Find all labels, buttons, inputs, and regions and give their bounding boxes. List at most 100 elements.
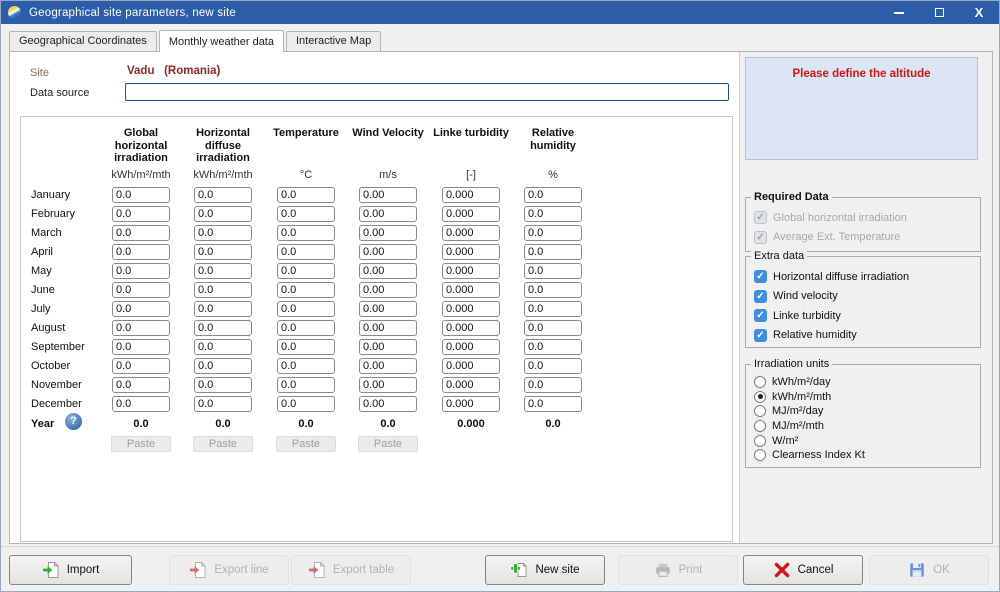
cell-march-relative-humidity[interactable] (524, 225, 582, 241)
cell-september-linke-turbidity[interactable] (442, 339, 500, 355)
cell-august-global-horizontal-irradiation[interactable] (112, 320, 170, 336)
import-button[interactable]: Import (9, 555, 132, 585)
cell-august-horizontal-diffuse-irradiation[interactable] (194, 320, 252, 336)
cell-august-wind-velocity[interactable] (359, 320, 417, 336)
cell-may-wind-velocity[interactable] (359, 263, 417, 279)
cell-september-relative-humidity[interactable] (524, 339, 582, 355)
cell-february-linke-turbidity[interactable] (442, 206, 500, 222)
maximize-button[interactable] (919, 1, 959, 24)
radio-mj-m-day[interactable] (754, 405, 766, 418)
minimize-button[interactable] (879, 1, 919, 24)
help-icon[interactable]: ? (65, 413, 82, 430)
radio-mj-m-mth[interactable] (754, 420, 766, 433)
cell-august-temperature[interactable] (277, 320, 335, 336)
cell-march-temperature[interactable] (277, 225, 335, 241)
cell-july-temperature[interactable] (277, 301, 335, 317)
cell-july-horizontal-diffuse-irradiation[interactable] (194, 301, 252, 317)
cell-january-temperature[interactable] (277, 187, 335, 203)
cell-january-relative-humidity[interactable] (524, 187, 582, 203)
data-source-input[interactable] (125, 83, 729, 101)
cell-june-horizontal-diffuse-irradiation[interactable] (194, 282, 252, 298)
cell-march-horizontal-diffuse-irradiation[interactable] (194, 225, 252, 241)
cell-february-horizontal-diffuse-irradiation[interactable] (194, 206, 252, 222)
export-line-button[interactable]: Export line (169, 555, 289, 585)
cell-may-temperature[interactable] (277, 263, 335, 279)
cell-april-horizontal-diffuse-irradiation[interactable] (194, 244, 252, 260)
cell-july-linke-turbidity[interactable] (442, 301, 500, 317)
cell-november-horizontal-diffuse-irradiation[interactable] (194, 377, 252, 393)
cell-october-relative-humidity[interactable] (524, 358, 582, 374)
ok-button[interactable]: OK (869, 555, 989, 585)
cell-september-temperature[interactable] (277, 339, 335, 355)
cell-november-linke-turbidity[interactable] (442, 377, 500, 393)
cell-august-linke-turbidity[interactable] (442, 320, 500, 336)
cell-june-linke-turbidity[interactable] (442, 282, 500, 298)
cell-september-horizontal-diffuse-irradiation[interactable] (194, 339, 252, 355)
cell-may-global-horizontal-irradiation[interactable] (112, 263, 170, 279)
cell-december-relative-humidity[interactable] (524, 396, 582, 412)
cell-october-global-horizontal-irradiation[interactable] (112, 358, 170, 374)
paste-button-wind-velocity[interactable]: Paste (358, 436, 418, 452)
cell-june-wind-velocity[interactable] (359, 282, 417, 298)
cell-december-linke-turbidity[interactable] (442, 396, 500, 412)
cell-april-wind-velocity[interactable] (359, 244, 417, 260)
checkbox-wind-velocity[interactable]: ✓ (754, 289, 767, 303)
cell-april-linke-turbidity[interactable] (442, 244, 500, 260)
cell-december-horizontal-diffuse-irradiation[interactable] (194, 396, 252, 412)
checkbox-linke-turbidity[interactable]: ✓ (754, 309, 767, 323)
cell-may-relative-humidity[interactable] (524, 263, 582, 279)
tab-geographical-coordinates[interactable]: Geographical Coordinates (9, 31, 157, 51)
cell-november-relative-humidity[interactable] (524, 377, 582, 393)
cell-october-temperature[interactable] (277, 358, 335, 374)
cell-january-horizontal-diffuse-irradiation[interactable] (194, 187, 252, 203)
cell-july-global-horizontal-irradiation[interactable] (112, 301, 170, 317)
cell-april-relative-humidity[interactable] (524, 244, 582, 260)
cell-april-temperature[interactable] (277, 244, 335, 260)
cell-june-relative-humidity[interactable] (524, 282, 582, 298)
cell-september-wind-velocity[interactable] (359, 339, 417, 355)
cell-march-linke-turbidity[interactable] (442, 225, 500, 241)
cell-november-global-horizontal-irradiation[interactable] (112, 377, 170, 393)
cancel-button[interactable]: Cancel (743, 555, 863, 585)
radio-kwh-m-mth[interactable] (754, 390, 766, 403)
radio-w-m[interactable] (754, 434, 766, 447)
checkbox-relative-humidity[interactable]: ✓ (754, 328, 767, 342)
print-button[interactable]: Print (618, 555, 738, 585)
tab-monthly-weather-data[interactable]: Monthly weather data (158, 30, 284, 52)
tab-interactive-map[interactable]: Interactive Map (285, 31, 382, 51)
cell-october-horizontal-diffuse-irradiation[interactable] (194, 358, 252, 374)
cell-march-wind-velocity[interactable] (359, 225, 417, 241)
paste-button-global-horizontal-irradiation[interactable]: Paste (111, 436, 171, 452)
cell-november-wind-velocity[interactable] (359, 377, 417, 393)
radio-kwh-m-day[interactable] (754, 376, 766, 389)
checkbox-horizontal-diffuse-irradiation[interactable]: ✓ (754, 270, 767, 284)
cell-december-temperature[interactable] (277, 396, 335, 412)
cell-january-wind-velocity[interactable] (359, 187, 417, 203)
cell-october-wind-velocity[interactable] (359, 358, 417, 374)
cell-june-temperature[interactable] (277, 282, 335, 298)
cell-february-global-horizontal-irradiation[interactable] (112, 206, 170, 222)
cell-june-global-horizontal-irradiation[interactable] (112, 282, 170, 298)
cell-november-temperature[interactable] (277, 377, 335, 393)
cell-december-global-horizontal-irradiation[interactable] (112, 396, 170, 412)
cell-may-linke-turbidity[interactable] (442, 263, 500, 279)
cell-july-wind-velocity[interactable] (359, 301, 417, 317)
cell-march-global-horizontal-irradiation[interactable] (112, 225, 170, 241)
cell-april-global-horizontal-irradiation[interactable] (112, 244, 170, 260)
cell-january-global-horizontal-irradiation[interactable] (112, 187, 170, 203)
cell-february-wind-velocity[interactable] (359, 206, 417, 222)
cell-september-global-horizontal-irradiation[interactable] (112, 339, 170, 355)
cell-july-relative-humidity[interactable] (524, 301, 582, 317)
paste-button-temperature[interactable]: Paste (276, 436, 336, 452)
cell-february-relative-humidity[interactable] (524, 206, 582, 222)
cell-december-wind-velocity[interactable] (359, 396, 417, 412)
radio-clearness-index-kt[interactable] (754, 449, 766, 462)
paste-button-horizontal-diffuse-irradiation[interactable]: Paste (193, 436, 253, 452)
cell-january-linke-turbidity[interactable] (442, 187, 500, 203)
cell-october-linke-turbidity[interactable] (442, 358, 500, 374)
cell-august-relative-humidity[interactable] (524, 320, 582, 336)
new-site-button[interactable]: New site (485, 555, 605, 585)
close-button[interactable]: X (959, 1, 999, 24)
cell-may-horizontal-diffuse-irradiation[interactable] (194, 263, 252, 279)
export-table-button[interactable]: Export table (291, 555, 411, 585)
